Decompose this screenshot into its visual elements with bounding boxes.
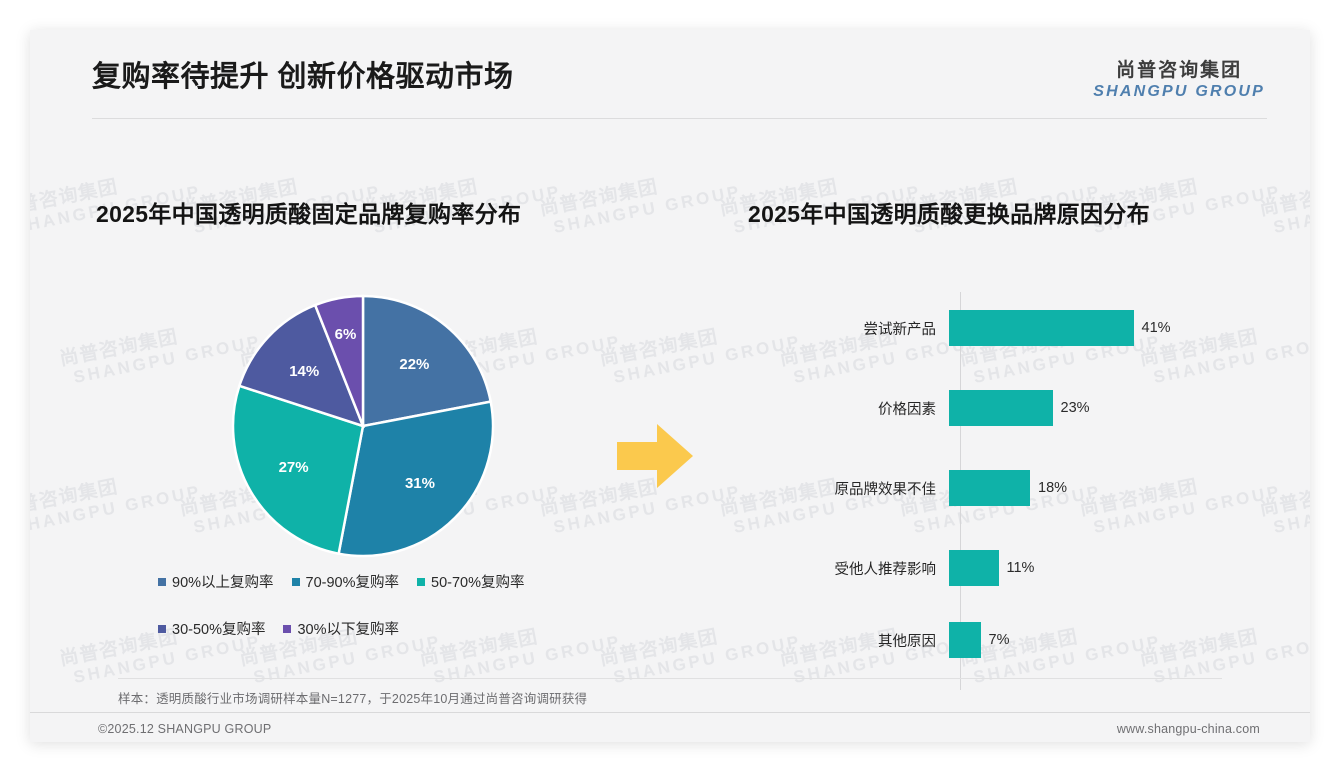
bar-value-label: 41% — [1141, 320, 1171, 336]
legend-swatch — [158, 624, 166, 633]
legend-label: 30-50%复购率 — [172, 622, 266, 638]
pie-slice-label: 6% — [335, 326, 357, 343]
footnote-text: 样本：透明质酸行业市场调研样本量N=1277，于2025年10月通过尚普咨询调研… — [118, 692, 588, 706]
bar-value-label: 18% — [1038, 480, 1068, 496]
bar-fill[interactable] — [949, 310, 1134, 346]
pie-slice[interactable] — [237, 303, 366, 429]
bar-value-label: 23% — [1060, 400, 1090, 416]
slide-header: 复购率待提升 创新价格驱动市场 尚普咨询集团 SHANGPU GROUP — [30, 30, 1310, 122]
bar-track: 23% — [949, 390, 1090, 426]
bar-track: 41% — [949, 310, 1171, 346]
legend-swatch — [283, 624, 292, 633]
right-chart-title: 2025年中国透明质酸更换品牌原因分布 — [748, 201, 1150, 227]
legend-label: 90%以上复购率 — [172, 575, 274, 591]
legend-label: 50-70%复购率 — [431, 575, 525, 591]
legend-item[interactable]: 90%以上复购率 — [158, 571, 274, 592]
brand-switch-reason-bar-chart: 尝试新产品 41% 价格因素 23% 原品牌效果不佳 18% 受他人推荐影响 11% 其他原因 7… — [770, 292, 1270, 692]
footer-website[interactable]: www.shangpu-china.com — [1116, 722, 1260, 736]
bar-category-label: 其他原因 — [878, 633, 936, 650]
bar-row: 原品牌效果不佳 18% — [770, 470, 1270, 506]
header-divider — [92, 118, 1267, 119]
legend-swatch — [417, 577, 426, 586]
footer-copyright: ©2025.12 SHANGPU GROUP — [98, 722, 272, 736]
pie-slice[interactable] — [337, 400, 495, 558]
pie-slice-label: 22% — [399, 356, 429, 373]
legend-item[interactable]: 50-70%复购率 — [417, 571, 525, 592]
slide-card: 尚普咨询集团 SHANGPU GROUP 尚普咨询集团 SHANGPU GROUP 尚普… — [30, 30, 1310, 742]
legend-label: 70-90%复购率 — [305, 575, 400, 591]
bar-track: 18% — [949, 470, 1067, 506]
repurchase-rate-pie-chart: 22% 31% 27% 14% 6% — [216, 292, 510, 560]
legend-row-1: 90%以上复购率 70-90%复购率 50-70%复购率 — [158, 571, 618, 592]
legend-swatch — [291, 577, 300, 586]
right-arrow-svg — [617, 424, 693, 488]
pie-chart-legend: 90%以上复购率 70-90%复购率 50-70%复购率 30-50%复购率 30%以… — [158, 571, 618, 665]
pie-slice-label: 31% — [405, 475, 435, 492]
bar-fill[interactable] — [949, 622, 981, 658]
bar-category-label: 价格因素 — [878, 401, 936, 418]
pie-slice[interactable] — [313, 294, 365, 427]
bar-track: 7% — [949, 622, 1009, 658]
pie-slice-label: 27% — [279, 459, 309, 476]
legend-row-2: 30-50%复购率 30%以下复购率 — [158, 618, 618, 639]
bar-category-label: 受他人推荐影响 — [834, 561, 937, 578]
legend-label: 30%以下复购率 — [297, 622, 400, 638]
legend-item[interactable]: 30%以下复购率 — [283, 618, 399, 639]
pie-slice-label: 14% — [289, 363, 319, 380]
left-chart-title: 2025年中国透明质酸固定品牌复购率分布 — [96, 201, 522, 227]
brand-logo-en: SHANGPU GROUP — [1093, 83, 1265, 100]
bar-row: 受他人推荐影响 11% — [770, 550, 1270, 586]
footnote-divider — [118, 678, 1222, 679]
bar-row: 价格因素 23% — [770, 390, 1270, 426]
bar-category-label: 原品牌效果不佳 — [834, 481, 937, 498]
pie-slice[interactable] — [361, 294, 493, 428]
pie-slice[interactable] — [231, 384, 365, 556]
bar-fill[interactable] — [949, 390, 1053, 426]
slide-footer: ©2025.12 SHANGPU GROUP www.shangpu-china… — [30, 713, 1310, 747]
brand-logo-cn: 尚普咨询集团 — [1116, 60, 1243, 81]
bar-fill[interactable] — [949, 470, 1030, 506]
footer-divider — [30, 712, 1310, 713]
bar-value-label: 7% — [988, 632, 1010, 648]
page-title: 复购率待提升 创新价格驱动市场 — [92, 61, 514, 93]
bar-row: 尝试新产品 41% — [770, 310, 1270, 346]
legend-item[interactable]: 30-50%复购率 — [158, 618, 265, 639]
legend-swatch — [158, 577, 166, 586]
legend-item[interactable]: 70-90%复购率 — [291, 571, 400, 592]
pie-svg: 22% 31% 27% 14% 6% — [231, 294, 495, 558]
bar-row: 其他原因 7% — [770, 622, 1270, 658]
bar-track: 11% — [949, 550, 1034, 586]
bar-fill[interactable] — [949, 550, 999, 586]
brand-logo: 尚普咨询集团 SHANGPU GROUP — [1093, 55, 1265, 101]
right-arrow-icon — [615, 420, 695, 497]
bar-category-label: 尝试新产品 — [863, 321, 937, 338]
bar-value-label: 11% — [1006, 560, 1035, 576]
